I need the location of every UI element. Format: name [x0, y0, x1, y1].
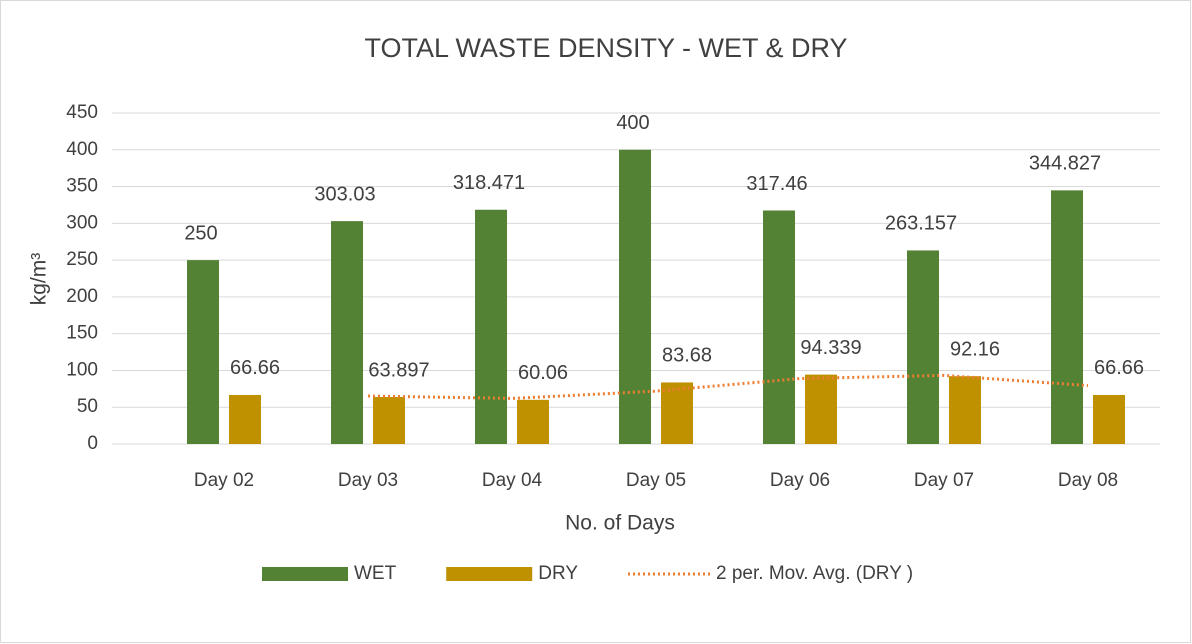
y-tick-label: 50	[77, 396, 98, 417]
legend-label: DRY	[538, 563, 578, 584]
data-label: 400	[616, 112, 649, 134]
bar	[805, 374, 837, 444]
x-tick-label: Day 02	[194, 470, 254, 491]
data-label: 303.03	[314, 183, 375, 205]
bar	[331, 221, 363, 444]
bar	[1051, 190, 1083, 444]
data-label: 66.66	[1094, 357, 1144, 379]
x-tick-label: Day 07	[914, 470, 974, 491]
bar	[619, 149, 651, 444]
x-tick-label: Day 03	[338, 470, 398, 491]
y-axis-title: kg/m³	[28, 253, 51, 306]
data-label: 63.897	[368, 359, 429, 381]
bar	[373, 397, 405, 444]
data-label: 83.68	[662, 345, 712, 367]
bar	[187, 260, 219, 444]
bar	[229, 394, 261, 444]
legend-swatch	[446, 567, 533, 581]
data-label: 317.46	[746, 173, 807, 195]
data-label: 94.339	[800, 337, 861, 359]
y-tick-label: 200	[66, 286, 98, 307]
bar	[907, 250, 939, 444]
y-tick-label: 350	[66, 176, 98, 197]
x-tick-label: Day 04	[482, 470, 543, 491]
legend-label: WET	[354, 563, 397, 584]
y-tick-label: 100	[66, 359, 98, 380]
bar	[475, 209, 507, 444]
y-tick-label: 150	[66, 323, 98, 344]
bar	[763, 210, 795, 444]
x-tick-label: Day 06	[770, 470, 830, 491]
x-tick-label: Day 08	[1058, 470, 1118, 491]
trend-line	[367, 373, 1089, 400]
data-label: 92.16	[950, 338, 1000, 360]
y-tick-label: 0	[87, 433, 98, 454]
data-label: 318.471	[453, 172, 525, 194]
data-label: 60.06	[518, 362, 568, 384]
bar	[517, 399, 549, 444]
legend-swatch	[262, 567, 348, 581]
y-tick-label: 300	[66, 212, 98, 233]
x-axis-title: No. of Days	[565, 512, 675, 535]
chart-title: TOTAL WASTE DENSITY - WET & DRY	[364, 33, 847, 63]
data-label: 250	[184, 222, 217, 244]
data-label: 344.827	[1029, 153, 1101, 175]
y-tick-label: 450	[66, 102, 98, 123]
data-label: 66.66	[230, 357, 280, 379]
bar	[1093, 394, 1125, 444]
x-tick-label: Day 05	[626, 470, 686, 491]
data-label: 263.157	[885, 213, 957, 235]
bar	[949, 376, 981, 444]
y-tick-label: 400	[66, 139, 98, 160]
y-tick-label: 250	[66, 249, 98, 270]
bar	[661, 382, 693, 444]
legend-label: 2 per. Mov. Avg. (DRY )	[716, 563, 913, 584]
